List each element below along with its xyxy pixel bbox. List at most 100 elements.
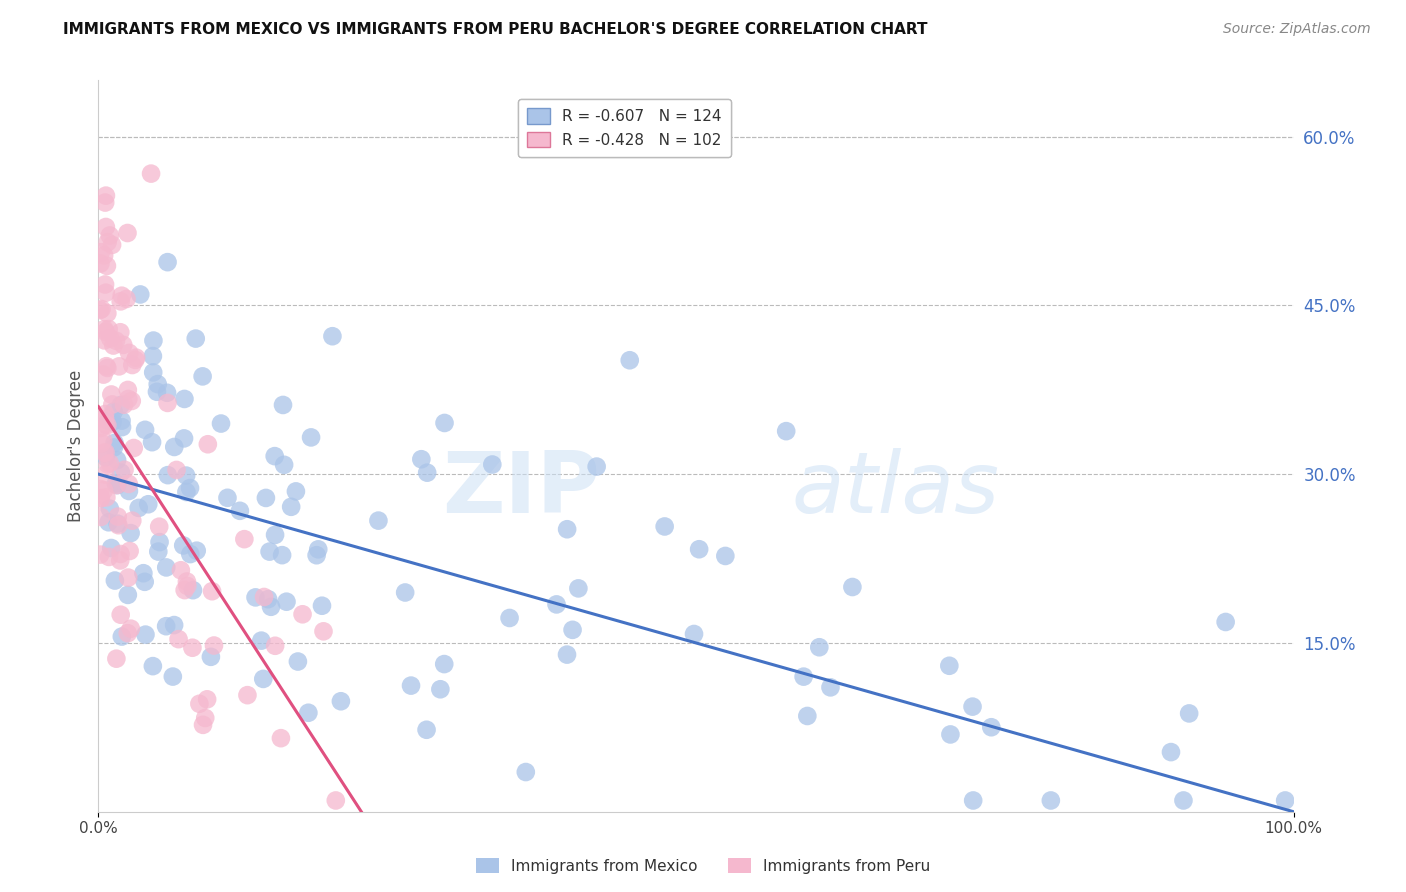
Point — [394, 585, 416, 599]
Point — [117, 571, 139, 585]
Point — [103, 441, 125, 455]
Point — [688, 542, 710, 557]
Point — [820, 681, 842, 695]
Point — [93, 248, 115, 262]
Point — [107, 518, 129, 533]
Point — [555, 522, 578, 536]
Point — [433, 416, 456, 430]
Point — [94, 450, 117, 465]
Point — [939, 727, 962, 741]
Text: atlas: atlas — [792, 449, 1000, 532]
Point — [217, 491, 239, 505]
Point — [136, 497, 159, 511]
Point — [299, 430, 322, 444]
Point — [186, 543, 208, 558]
Point — [90, 491, 112, 505]
Point — [124, 352, 146, 367]
Point — [97, 458, 120, 472]
Point — [107, 516, 129, 531]
Point — [194, 711, 217, 725]
Point — [156, 255, 179, 269]
Legend: Immigrants from Mexico, Immigrants from Peru: Immigrants from Mexico, Immigrants from … — [470, 852, 936, 880]
Point — [96, 259, 118, 273]
Text: IMMIGRANTS FROM MEXICO VS IMMIGRANTS FROM PERU BACHELOR'S DEGREE CORRELATION CHA: IMMIGRANTS FROM MEXICO VS IMMIGRANTS FRO… — [63, 22, 928, 37]
Point — [252, 672, 274, 686]
Point — [98, 501, 121, 516]
Point — [114, 463, 136, 477]
Point — [139, 167, 162, 181]
Point — [179, 481, 201, 495]
Point — [245, 591, 267, 605]
Point — [100, 541, 122, 555]
Point — [105, 334, 128, 348]
Point — [110, 466, 132, 480]
Point — [287, 655, 309, 669]
Point — [555, 648, 578, 662]
Point — [233, 532, 256, 546]
Point — [176, 579, 198, 593]
Point — [98, 331, 121, 345]
Point — [250, 633, 273, 648]
Point — [89, 482, 111, 496]
Point — [93, 446, 115, 460]
Point — [264, 528, 287, 542]
Point — [101, 238, 124, 252]
Point — [117, 226, 139, 240]
Point — [110, 547, 132, 561]
Point — [117, 626, 139, 640]
Point — [103, 436, 125, 450]
Point — [176, 574, 198, 589]
Point — [105, 478, 128, 492]
Point — [585, 459, 607, 474]
Point — [100, 387, 122, 401]
Point — [121, 514, 143, 528]
Point — [94, 407, 117, 421]
Point — [284, 484, 307, 499]
Point — [793, 670, 815, 684]
Point — [97, 413, 120, 427]
Point — [264, 639, 287, 653]
Point — [110, 414, 132, 428]
Point — [257, 592, 280, 607]
Point — [416, 466, 439, 480]
Point — [128, 500, 150, 515]
Legend: R = -0.607   N = 124, R = -0.428   N = 102: R = -0.607 N = 124, R = -0.428 N = 102 — [517, 99, 731, 157]
Point — [841, 580, 863, 594]
Point — [111, 420, 134, 434]
Point — [321, 329, 343, 343]
Point — [134, 423, 156, 437]
Point — [325, 793, 347, 807]
Point — [96, 491, 118, 505]
Point — [110, 325, 132, 339]
Point — [125, 351, 148, 365]
Point — [1274, 793, 1296, 807]
Point — [938, 658, 960, 673]
Point — [89, 548, 111, 562]
Point — [94, 412, 117, 426]
Point — [714, 549, 737, 563]
Point — [433, 657, 456, 671]
Point — [191, 718, 214, 732]
Point — [197, 437, 219, 451]
Point — [118, 544, 141, 558]
Point — [291, 607, 314, 622]
Point — [104, 574, 127, 588]
Point — [112, 398, 135, 412]
Point — [91, 434, 114, 448]
Point — [273, 458, 295, 472]
Point — [94, 195, 117, 210]
Point — [166, 463, 188, 477]
Point — [118, 346, 141, 360]
Point — [112, 338, 135, 352]
Point — [96, 359, 118, 374]
Point — [97, 235, 120, 250]
Point — [1039, 793, 1062, 807]
Point — [429, 682, 451, 697]
Point — [179, 547, 201, 561]
Point — [200, 649, 222, 664]
Point — [96, 418, 118, 433]
Point — [167, 632, 190, 647]
Point — [980, 720, 1002, 734]
Point — [98, 456, 121, 470]
Point — [184, 332, 207, 346]
